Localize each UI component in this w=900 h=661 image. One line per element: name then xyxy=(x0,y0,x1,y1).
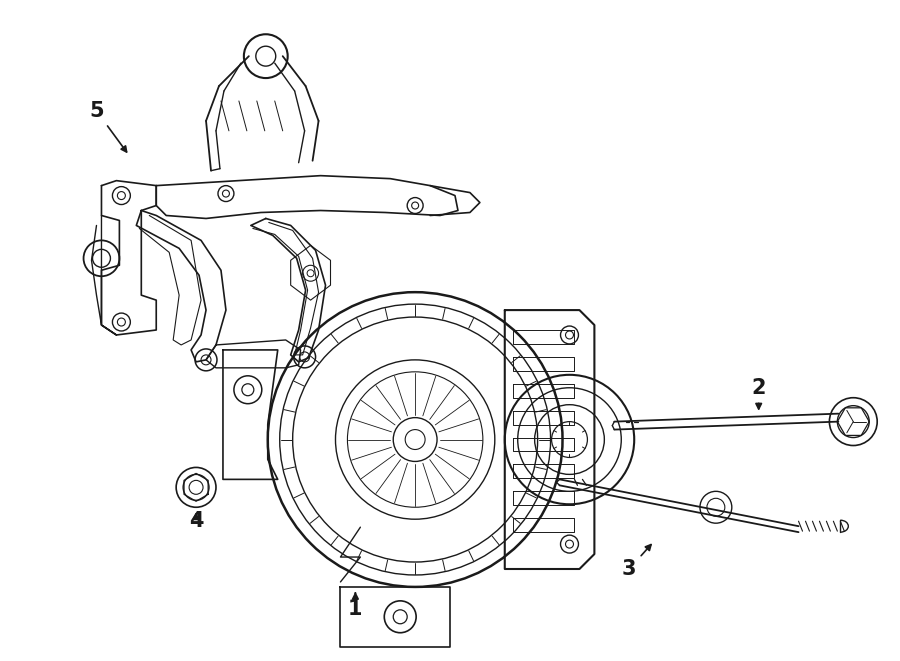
Text: 3: 3 xyxy=(622,545,651,579)
Text: 4: 4 xyxy=(189,511,203,531)
Text: 2: 2 xyxy=(752,377,766,409)
Text: 1: 1 xyxy=(348,593,363,619)
Text: 5: 5 xyxy=(89,101,127,152)
